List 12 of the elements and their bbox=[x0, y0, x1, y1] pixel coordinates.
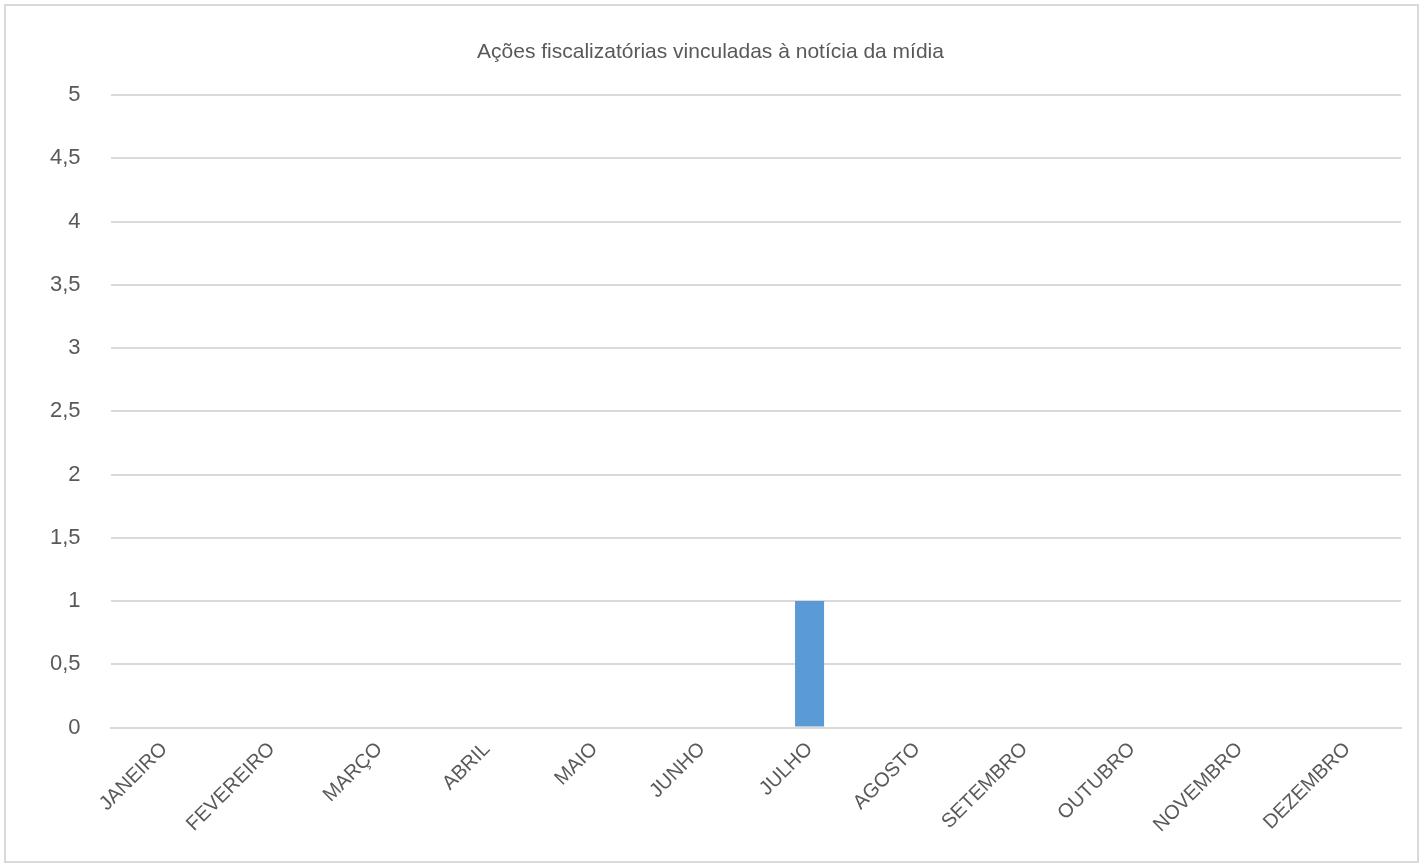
y-tick-label: 3,5 bbox=[49, 270, 81, 296]
y-tick-label: 1,5 bbox=[49, 523, 81, 549]
y-tick-label: 2,5 bbox=[49, 397, 81, 423]
y-tick-label: 5 bbox=[68, 81, 81, 107]
y-tick-label: 3 bbox=[68, 334, 81, 360]
y-tick-label: 0 bbox=[68, 713, 81, 739]
y-tick-label: 1 bbox=[68, 587, 81, 613]
y-tick-label: 2 bbox=[68, 460, 81, 486]
y-tick-label: 4 bbox=[68, 207, 81, 233]
y-tick-label: 0,5 bbox=[49, 650, 81, 676]
chart-title: Ações fiscalizatórias vinculadas à notícia da mídia bbox=[477, 39, 945, 63]
y-tick-label: 4,5 bbox=[49, 144, 81, 170]
